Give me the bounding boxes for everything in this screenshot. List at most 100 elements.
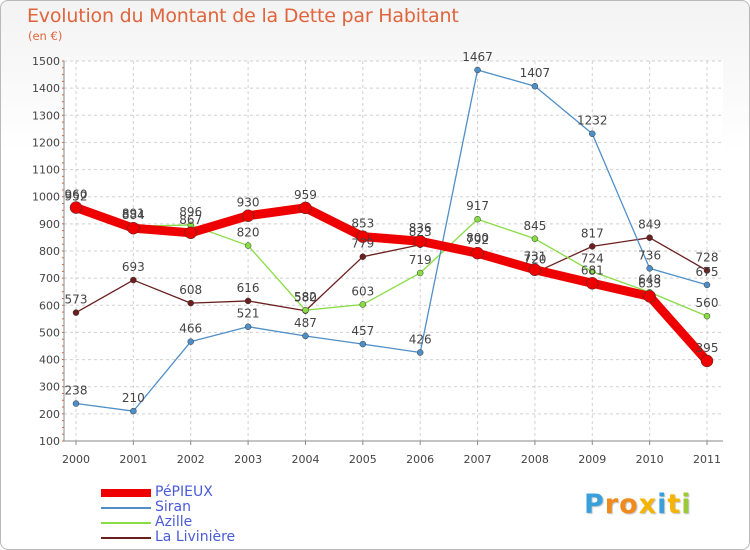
logo-letter: x: [638, 489, 658, 520]
chart-title: Evolution du Montant de la Dette par Hab…: [27, 5, 459, 27]
legend-swatch: [101, 522, 151, 524]
logo-letter: i: [681, 489, 692, 520]
data-label: 603: [351, 284, 374, 298]
x-tick-label: 2008: [521, 453, 549, 466]
data-label: 573: [65, 293, 88, 307]
data-point: [589, 130, 596, 137]
data-point: [130, 276, 137, 284]
data-label: 823: [409, 225, 432, 239]
y-tick-label: 1400: [32, 82, 60, 95]
data-point: [302, 332, 309, 340]
data-label: 728: [696, 251, 719, 265]
logo-letter: o: [619, 489, 639, 520]
logo-letter: r: [604, 489, 620, 520]
data-label: 648: [638, 272, 661, 286]
y-tick-label: 500: [39, 326, 60, 339]
x-tick-label: 2002: [177, 453, 205, 466]
data-label: 675: [696, 265, 719, 279]
data-point: [703, 312, 711, 320]
data-label: 521: [237, 307, 260, 321]
data-label: 960: [65, 188, 88, 202]
x-tick-label: 2007: [464, 453, 492, 466]
data-point: [359, 301, 367, 308]
data-point: [241, 209, 255, 222]
data-point: [127, 221, 140, 235]
data-label: 720: [523, 253, 546, 267]
y-tick-label: 900: [39, 218, 60, 231]
data-point: [700, 354, 714, 368]
data-label: 836: [409, 221, 432, 235]
data-label: 466: [179, 322, 202, 336]
data-point: [69, 201, 83, 214]
data-label: 616: [237, 281, 260, 295]
data-point: [359, 340, 367, 348]
x-tick-label: 2009: [578, 453, 606, 466]
data-label: 457: [351, 324, 374, 338]
data-point: [299, 201, 312, 215]
data-label: 1467: [462, 50, 493, 64]
legend-label: Azille: [155, 514, 193, 530]
data-label: 779: [351, 237, 374, 251]
y-tick-label: 400: [39, 354, 60, 367]
data-label: 884: [122, 208, 145, 222]
data-label: 896: [179, 205, 202, 219]
data-point: [187, 299, 194, 307]
x-tick-label: 2011: [693, 453, 721, 466]
data-label: 731: [523, 250, 546, 264]
data-label: 238: [65, 384, 88, 398]
logo-letter: P: [584, 489, 605, 520]
data-point: [643, 290, 656, 303]
data-label: 930: [237, 196, 260, 210]
data-label: 1407: [520, 66, 551, 80]
y-tick-label: 600: [39, 299, 60, 312]
data-label: 820: [237, 226, 260, 240]
y-tick-label: 800: [39, 245, 60, 258]
logo-letter: i: [657, 489, 668, 520]
data-label: 736: [638, 248, 661, 262]
y-tick-label: 100: [39, 435, 60, 448]
data-label: 853: [351, 217, 374, 231]
data-label: 608: [179, 283, 202, 297]
data-label: 693: [122, 260, 145, 274]
data-label: 395: [696, 341, 719, 355]
data-point: [586, 277, 599, 290]
data-point: [474, 215, 481, 223]
data-label: 580: [294, 291, 317, 305]
data-label: 959: [294, 188, 317, 202]
data-point: [474, 66, 481, 74]
x-tick-label: 2001: [119, 453, 147, 466]
data-point: [531, 235, 539, 243]
data-point: [244, 323, 252, 330]
x-tick-label: 2010: [636, 453, 664, 466]
data-label: 487: [294, 316, 317, 330]
data-label: 845: [523, 219, 546, 233]
y-tick-label: 1000: [32, 191, 60, 204]
data-label: 952: [65, 190, 88, 204]
data-point: [646, 265, 653, 272]
data-point: [244, 242, 252, 249]
data-label: 560: [696, 296, 719, 310]
data-label: 582: [294, 290, 317, 304]
data-point: [589, 243, 596, 250]
data-point: [302, 306, 309, 314]
data-point: [244, 297, 252, 305]
data-label: 891: [122, 206, 145, 220]
x-tick-label: 2005: [349, 453, 377, 466]
logo-letter: t: [667, 489, 682, 520]
data-label: 849: [638, 218, 661, 232]
data-point: [528, 263, 542, 276]
data-point: [416, 269, 424, 277]
data-point: [531, 82, 539, 90]
data-label: 792: [466, 233, 489, 247]
legend-swatch: [101, 489, 151, 497]
data-point: [72, 309, 80, 316]
x-tick-label: 2003: [234, 453, 262, 466]
legend-label: Siran: [155, 499, 191, 515]
series-line: [75, 209, 708, 317]
series-line: [75, 237, 708, 314]
x-tick-label: 2000: [62, 453, 90, 466]
data-label: 724: [581, 252, 604, 266]
legend-label: PéPIEUX: [155, 484, 213, 500]
data-point: [356, 230, 370, 243]
y-tick-label: 1200: [32, 136, 60, 149]
